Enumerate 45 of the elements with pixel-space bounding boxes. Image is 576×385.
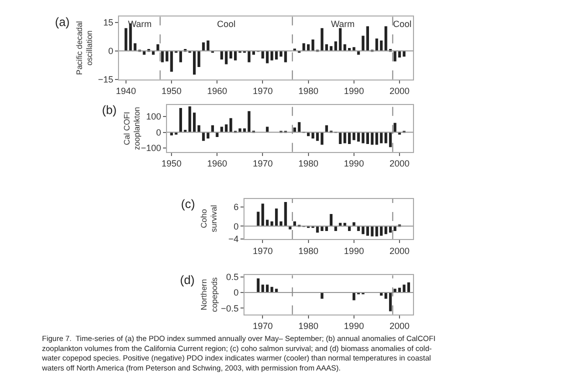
chart-title: (a): [55, 15, 70, 29]
x-tick-label: 2000: [390, 246, 410, 256]
y-tick-label: 6: [234, 202, 239, 212]
x-tick-label: 1970: [252, 158, 273, 169]
x-tick-label: 1970: [252, 246, 273, 256]
annotation: Cool: [217, 19, 236, 29]
y-tick-label: −0.5: [220, 303, 239, 314]
y-axis-title: Coho survival: [199, 204, 219, 232]
y-tick-label: 100: [146, 112, 162, 122]
chart-title: (c): [181, 197, 195, 211]
x-tick-label: 2000: [390, 158, 410, 169]
y-tick-label: 0: [108, 46, 114, 56]
x-tick-label: 1980: [298, 86, 318, 96]
y-tick-label: −100: [140, 143, 162, 154]
y-axis-title: Northern copepods: [199, 277, 219, 312]
x-tick-label: 1990: [344, 158, 364, 169]
x-tick-label: 2000: [390, 321, 410, 332]
x-tick-label: 2000: [390, 86, 410, 96]
y-tick-label: −15: [98, 74, 114, 85]
y-tick-label: 0: [156, 127, 162, 138]
annotation: Cool: [393, 19, 412, 29]
y-tick-label: 15: [103, 18, 114, 28]
x-tick-label: 1990: [344, 246, 364, 256]
x-tick-label: 1980: [298, 158, 318, 169]
x-tick-label: 1960: [207, 158, 228, 169]
x-tick-label: 1970: [252, 321, 273, 332]
annotation: Warm: [331, 19, 355, 29]
y-tick-label: 0: [234, 221, 239, 232]
x-tick-label: 1950: [162, 86, 182, 96]
x-tick-label: 1970: [252, 86, 273, 96]
y-tick-label: 0: [234, 288, 239, 298]
y-axis-title: Pacific decadal oscillation: [74, 20, 94, 75]
x-tick-label: 1980: [298, 246, 318, 256]
x-tick-label: 1960: [207, 86, 228, 96]
x-tick-label: 1990: [344, 321, 364, 332]
chart-title: (d): [180, 273, 195, 287]
y-tick-label: −4: [228, 234, 239, 244]
chart-title: (b): [102, 103, 117, 117]
x-tick-label: 1940: [116, 86, 136, 96]
x-tick-label: 1990: [344, 86, 364, 96]
x-tick-label: 1950: [162, 158, 182, 169]
y-tick-label: 0.5: [226, 272, 239, 282]
y-axis-title: Cal COFI zooplankton: [122, 106, 142, 150]
x-tick-label: 1980: [298, 321, 318, 332]
annotation: Warm: [128, 19, 152, 29]
